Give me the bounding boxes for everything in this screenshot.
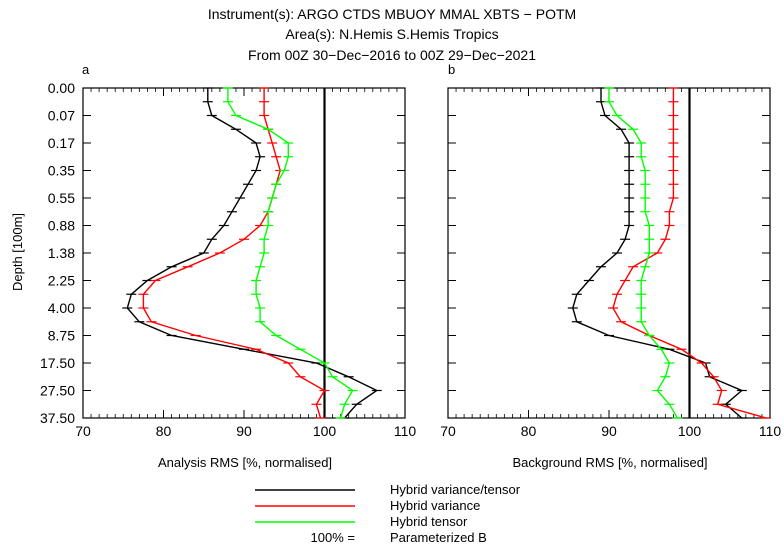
- panel-a-x-tick-label: 80: [156, 423, 172, 439]
- panel-a-series-hybrid-variance-tensor: [126, 88, 379, 419]
- y-tick-label: 0.55: [48, 190, 75, 206]
- panel-a-label: a: [82, 62, 90, 77]
- header-line-3: From 00Z 30−Dec−2016 to 00Z 29−Dec−2021: [248, 47, 536, 63]
- y-tick-label: 17.50: [40, 355, 75, 371]
- panel-a-x-tick-label: 100: [313, 423, 337, 439]
- panel-a-series-hybrid-tensor: [227, 88, 354, 419]
- y-tick-label: 8.75: [48, 328, 75, 344]
- panel-b: b Background RMS [%, normalised]: [448, 62, 708, 470]
- panel-a-plot: 70 80 90 100 110 0.00 0.07 0.17 0.35 0.55 0.88 1.38…: [40, 80, 416, 439]
- y-tick-label: 0.17: [48, 135, 75, 151]
- panel-a-y-axis-label: Depth [100m]: [10, 213, 25, 291]
- y-tick-label: 37.50: [40, 410, 75, 426]
- y-tick-label: 0.00: [48, 80, 75, 96]
- panel-a: a Depth [100m] Analysis RMS [%, normalis…: [10, 62, 332, 470]
- panel-a-x-tick-label: 70: [75, 423, 91, 439]
- legend-label-hybrid-tensor: Hybrid tensor: [390, 514, 468, 529]
- panel-b-x-tick-label: 80: [521, 423, 537, 439]
- legend-label-hybrid-variance: Hybrid variance: [390, 498, 480, 513]
- panel-b-plot: 70 80 90 100 110: [440, 87, 782, 439]
- y-tick-label: 1.38: [48, 245, 75, 261]
- legend-label-parameterized-b: Parameterized B: [390, 530, 487, 545]
- panel-a-frame: [82, 87, 406, 419]
- panel-a-x-tick-label: 110: [394, 423, 417, 439]
- legend: Hybrid variance/tensor Hybrid variance H…: [255, 482, 521, 545]
- panel-a-x-tick-label: 90: [236, 423, 252, 439]
- y-tick-label: 0.88: [48, 218, 75, 234]
- panel-b-x-axis-label: Background RMS [%, normalised]: [512, 455, 707, 470]
- y-tick-label: 0.35: [48, 163, 75, 179]
- panel-b-x-tick-label: 90: [601, 423, 617, 439]
- y-tick-label: 2.25: [48, 273, 75, 289]
- legend-label-hybrid-variance-tensor: Hybrid variance/tensor: [390, 482, 521, 497]
- panel-b-x-tick-label: 100: [678, 423, 702, 439]
- legend-prefix-reference: 100% =: [311, 530, 355, 545]
- panel-b-label: b: [448, 62, 455, 77]
- header-line-2: Area(s): N.Hemis S.Hemis Tropics: [285, 26, 498, 42]
- panel-a-series-hybrid-variance: [142, 88, 326, 419]
- panel-b-x-tick-label: 70: [440, 423, 456, 439]
- y-tick-label: 4.00: [48, 300, 75, 316]
- panel-b-frame: [447, 87, 771, 419]
- header-line-1: Instrument(s): ARGO CTDS MBUOY MMAL XBTS…: [208, 6, 576, 22]
- panel-b-x-tick-label: 110: [759, 423, 782, 439]
- panel-a-x-axis-label: Analysis RMS [%, normalised]: [158, 455, 332, 470]
- y-tick-label: 0.07: [48, 108, 75, 124]
- y-tick-label: 27.50: [40, 383, 75, 399]
- chart-header: Instrument(s): ARGO CTDS MBUOY MMAL XBTS…: [208, 6, 576, 63]
